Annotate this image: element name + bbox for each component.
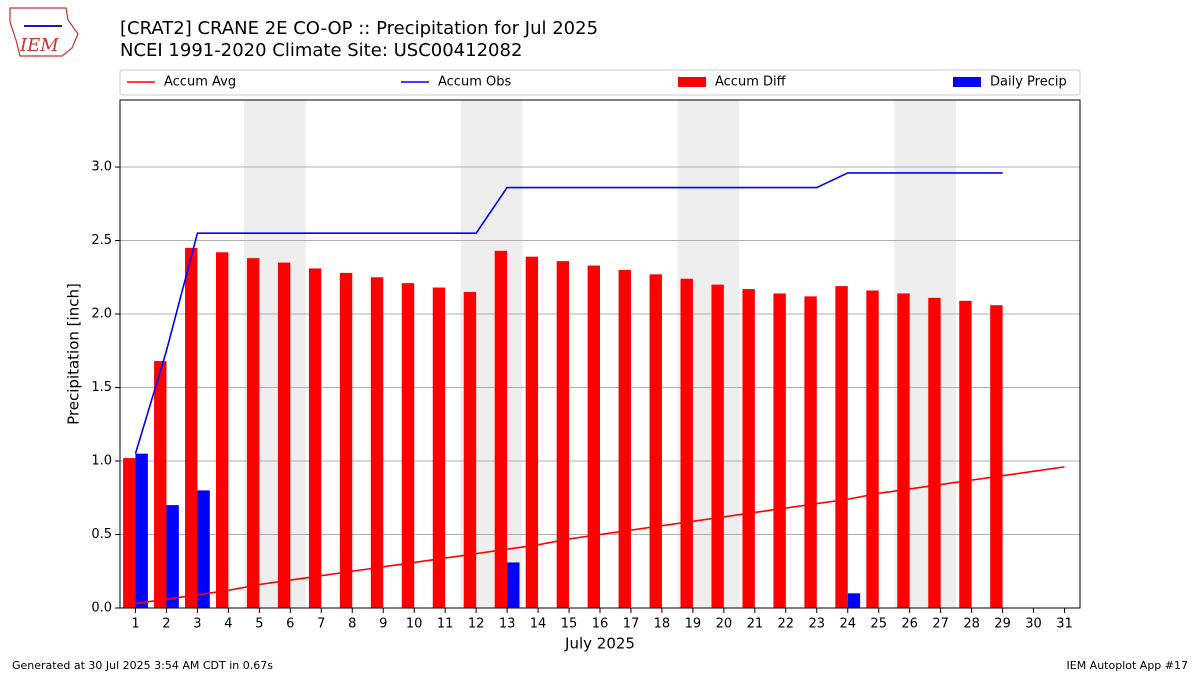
x-tick-label: 2 bbox=[162, 617, 170, 632]
x-tick-label: 14 bbox=[530, 617, 547, 632]
line bbox=[134, 172, 1003, 454]
x-tick-label: 10 bbox=[406, 617, 423, 632]
bar bbox=[649, 274, 662, 608]
x-tick-label: 30 bbox=[1025, 617, 1042, 632]
chart-title: [CRAT2] CRANE 2E CO-OP :: Precipitation … bbox=[120, 18, 598, 39]
chart-subtitle: NCEI 1991-2020 Climate Site: USC00412082 bbox=[120, 40, 522, 61]
footer-right: IEM Autoplot App #17 bbox=[1067, 659, 1189, 672]
bar bbox=[277, 262, 291, 608]
y-tick-label: 0.0 bbox=[91, 601, 112, 616]
y-tick-label: 3.0 bbox=[91, 160, 112, 175]
x-tick-label: 20 bbox=[716, 617, 733, 632]
bar bbox=[135, 453, 148, 608]
x-tick-label: 27 bbox=[932, 617, 949, 632]
bar bbox=[216, 252, 229, 608]
bar bbox=[401, 283, 415, 608]
x-tick-label: 16 bbox=[592, 617, 609, 632]
bar bbox=[507, 562, 520, 608]
bar bbox=[166, 505, 179, 608]
bar bbox=[463, 291, 477, 608]
legend-swatch bbox=[953, 77, 981, 87]
bar bbox=[618, 269, 631, 608]
bar bbox=[556, 261, 570, 608]
y-axis-label: Precipitation [inch] bbox=[65, 283, 83, 425]
bar bbox=[494, 250, 508, 608]
bar bbox=[773, 293, 786, 608]
x-tick-label: 4 bbox=[224, 617, 232, 632]
x-tick-label: 7 bbox=[317, 617, 325, 632]
x-tick-label: 19 bbox=[685, 617, 702, 632]
bar bbox=[804, 296, 817, 608]
plot-frame bbox=[119, 99, 1081, 609]
x-tick-label: 12 bbox=[468, 617, 485, 632]
footer-left: Generated at 30 Jul 2025 3:54 AM CDT in … bbox=[12, 659, 273, 672]
legend-label: Accum Diff bbox=[715, 75, 787, 90]
bar bbox=[246, 258, 260, 608]
x-tick-label: 22 bbox=[778, 617, 795, 632]
bar bbox=[928, 297, 941, 608]
x-tick-label: 11 bbox=[437, 617, 454, 632]
legend-label: Daily Precip bbox=[990, 75, 1067, 90]
x-tick-label: 28 bbox=[963, 617, 980, 632]
bar bbox=[959, 300, 972, 608]
bar bbox=[866, 290, 879, 608]
x-tick-label: 6 bbox=[286, 617, 294, 632]
bar bbox=[742, 289, 755, 608]
bar bbox=[154, 361, 167, 608]
legend-label: Accum Avg bbox=[164, 75, 236, 90]
bar bbox=[197, 490, 210, 608]
bar bbox=[847, 593, 861, 608]
y-tick-label: 0.5 bbox=[91, 527, 112, 542]
x-tick-label: 23 bbox=[809, 617, 826, 632]
x-tick-label: 9 bbox=[379, 617, 387, 632]
x-tick-label: 29 bbox=[994, 617, 1011, 632]
y-tick-label: 1.0 bbox=[91, 454, 112, 469]
bar bbox=[835, 286, 848, 608]
x-tick-label: 1 bbox=[131, 617, 139, 632]
logo-text: IEM bbox=[19, 35, 59, 56]
bar bbox=[897, 293, 910, 608]
x-tick-label: 18 bbox=[654, 617, 671, 632]
bar bbox=[339, 272, 353, 608]
bar bbox=[432, 287, 446, 608]
legend-box bbox=[119, 69, 1081, 96]
x-tick-label: 25 bbox=[870, 617, 887, 632]
bar bbox=[370, 277, 384, 608]
y-tick-label: 2.0 bbox=[91, 307, 112, 322]
bar bbox=[308, 268, 322, 608]
x-tick-label: 24 bbox=[839, 617, 856, 632]
x-tick-label: 15 bbox=[561, 617, 578, 632]
bar bbox=[123, 458, 136, 608]
x-tick-label: 26 bbox=[901, 617, 918, 632]
bar bbox=[587, 265, 600, 608]
x-axis-label: July 2025 bbox=[564, 635, 635, 653]
x-tick-label: 5 bbox=[255, 617, 263, 632]
bar bbox=[711, 284, 724, 608]
x-tick-label: 3 bbox=[193, 617, 201, 632]
x-tick-label: 13 bbox=[499, 617, 516, 632]
y-tick-label: 2.5 bbox=[91, 233, 112, 248]
y-tick-label: 1.5 bbox=[91, 380, 112, 395]
bar bbox=[525, 256, 539, 608]
legend-swatch bbox=[678, 77, 706, 87]
x-tick-label: 21 bbox=[747, 617, 764, 632]
legend-label: Accum Obs bbox=[438, 75, 511, 90]
x-tick-label: 17 bbox=[623, 617, 640, 632]
x-tick-label: 8 bbox=[348, 617, 356, 632]
bar bbox=[185, 247, 198, 608]
x-tick-label: 31 bbox=[1056, 617, 1073, 632]
bar bbox=[680, 278, 693, 608]
bar bbox=[990, 305, 1003, 608]
logo: IEM bbox=[9, 7, 79, 57]
line bbox=[135, 466, 1065, 605]
